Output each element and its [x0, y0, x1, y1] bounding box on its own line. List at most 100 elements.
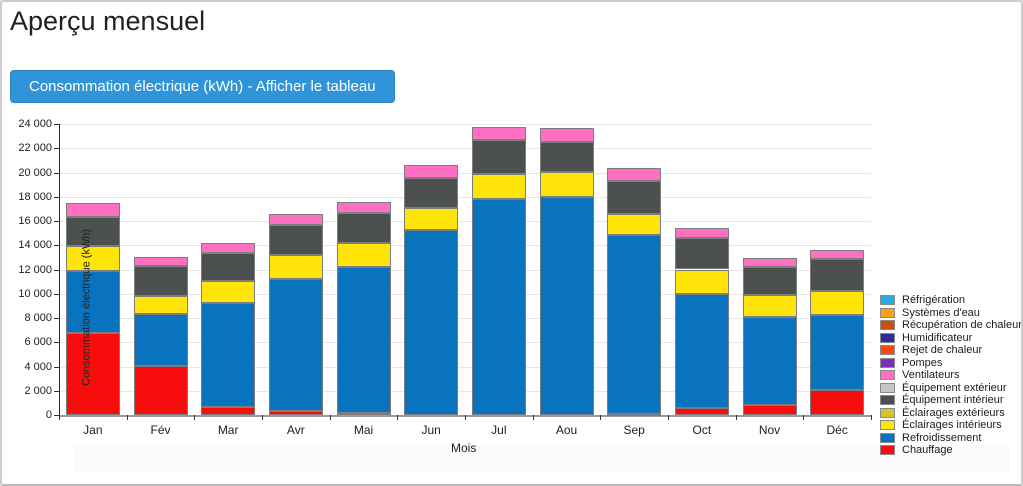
x-axis-month-label: Nov — [758, 423, 781, 437]
x-axis-month-label: Sep — [623, 423, 645, 437]
x-axis-tick — [126, 415, 128, 420]
gridline — [59, 269, 871, 271]
bar-segment--clairages-int-rieurs[interactable] — [742, 295, 797, 318]
bar-segment--quipement-int-rieur[interactable] — [201, 252, 256, 281]
y-axis-tick — [54, 366, 59, 368]
bar-segment--quipement-int-rieur[interactable] — [742, 267, 797, 296]
bar-segment-chauffage[interactable] — [674, 408, 729, 415]
bar-segment-chauffage[interactable] — [607, 413, 662, 416]
bar-segment-refroidissement[interactable] — [201, 303, 256, 407]
legend-label: Équipement extérieur — [902, 381, 1007, 394]
bar-segment-chauffage[interactable] — [336, 412, 391, 415]
bar-segment-chauffage[interactable] — [742, 405, 797, 415]
bar-segment--clairages-int-rieurs[interactable] — [336, 242, 391, 268]
legend-item: Humidificateur — [880, 332, 1020, 345]
bar-segment-refroidissement[interactable] — [607, 234, 662, 414]
y-axis-tick — [54, 221, 59, 222]
bar-segment--clairages-int-rieurs[interactable] — [133, 296, 188, 315]
bar-segment-ventilateurs[interactable] — [471, 126, 526, 141]
y-axis-tick-label: 0 — [45, 409, 52, 421]
gridline — [59, 172, 871, 174]
toggle-table-button[interactable]: Consommation électrique (kWh) - Afficher… — [10, 70, 395, 103]
bar-segment--quipement-int-rieur[interactable] — [607, 180, 662, 214]
x-axis-tick — [600, 415, 602, 420]
y-axis-tick-label: 14 000 — [18, 239, 52, 252]
gridline — [59, 342, 871, 344]
y-axis-tick — [54, 245, 59, 247]
legend-item: Rejet de chaleur — [880, 344, 1020, 357]
legend-swatch-icon — [880, 345, 895, 356]
bar-segment-ventilateurs[interactable] — [810, 250, 865, 260]
x-axis-tick — [803, 415, 805, 420]
x-axis-tick — [329, 415, 331, 420]
legend-label: Rejet de chaleur — [902, 344, 983, 357]
bar-segment--clairages-int-rieurs[interactable] — [471, 174, 526, 199]
bar-segment-ventilateurs[interactable] — [742, 258, 797, 268]
bar-segment-ventilateurs[interactable] — [404, 165, 459, 179]
bar-segment-ventilateurs[interactable] — [133, 257, 188, 266]
bar-segment--quipement-int-rieur[interactable] — [268, 224, 323, 256]
y-axis-tick — [54, 196, 59, 198]
y-axis-tick — [54, 293, 59, 295]
legend-item: Récupération de chaleur — [880, 319, 1022, 332]
bar-segment-ventilateurs[interactable] — [201, 243, 256, 253]
bar-segment-ventilateurs[interactable] — [65, 203, 120, 217]
legend-swatch-icon — [880, 307, 895, 318]
x-axis-tick — [397, 415, 399, 420]
bar-segment-chauffage[interactable] — [268, 411, 323, 415]
bar-segment-chauffage[interactable] — [133, 365, 188, 415]
y-axis-tick-label: 6 000 — [24, 336, 52, 349]
bar-segment--clairages-int-rieurs[interactable] — [539, 171, 594, 197]
bar-segment-refroidissement[interactable] — [674, 293, 729, 409]
x-axis-month-label: Jan — [83, 423, 103, 437]
legend-label: Récupération de chaleur — [902, 319, 1022, 332]
bar-segment--quipement-int-rieur[interactable] — [404, 178, 459, 208]
x-axis-month-label: Oct — [692, 423, 712, 437]
bar-segment--quipement-int-rieur[interactable] — [810, 259, 865, 291]
bar-segment--quipement-int-rieur[interactable] — [674, 238, 729, 270]
bar-segment-chauffage[interactable] — [810, 390, 865, 415]
bar-segment-refroidissement[interactable] — [65, 271, 120, 334]
bar-segment--quipement-int-rieur[interactable] — [133, 265, 188, 297]
bar-segment-chauffage[interactable] — [65, 333, 120, 415]
bar-segment-ventilateurs[interactable] — [539, 128, 594, 142]
bar-segment-refroidissement[interactable] — [810, 315, 865, 391]
bar-segment--clairages-int-rieurs[interactable] — [810, 290, 865, 316]
legend-swatch-icon — [880, 295, 895, 306]
bar-segment-ventilateurs[interactable] — [607, 168, 662, 181]
gridline — [59, 245, 871, 247]
bar-segment--clairages-int-rieurs[interactable] — [201, 281, 256, 304]
legend-swatch-icon — [880, 445, 895, 456]
bar-segment--clairages-int-rieurs[interactable] — [607, 213, 662, 235]
x-axis-tick — [668, 415, 669, 420]
bar-segment-refroidissement[interactable] — [742, 317, 797, 406]
bar-segment-chauffage[interactable] — [201, 406, 256, 415]
bar-segment-refroidissement[interactable] — [471, 198, 526, 415]
legend-swatch-icon — [880, 420, 895, 431]
bar-segment--quipement-int-rieur[interactable] — [336, 212, 391, 243]
bar-segment--quipement-int-rieur[interactable] — [539, 141, 594, 172]
y-axis-tick-label: 16 000 — [18, 215, 52, 227]
gridline — [59, 390, 871, 392]
bar-segment--clairages-int-rieurs[interactable] — [674, 269, 729, 294]
x-axis-month-label: Jul — [491, 423, 507, 437]
bar-segment-ventilateurs[interactable] — [674, 227, 729, 239]
x-axis-month-label: Jun — [421, 423, 441, 437]
legend-swatch-icon — [880, 407, 895, 418]
legend-swatch-icon — [880, 320, 895, 331]
bar-segment-refroidissement[interactable] — [336, 267, 391, 413]
bar-segment-refroidissement[interactable] — [404, 230, 459, 415]
x-axis-tick — [465, 415, 466, 420]
bar-segment-refroidissement[interactable] — [133, 314, 188, 366]
bar-segment--clairages-int-rieurs[interactable] — [404, 207, 459, 231]
bar-segment-ventilateurs[interactable] — [268, 214, 323, 225]
legend-swatch-icon — [880, 395, 895, 406]
bar-segment--clairages-int-rieurs[interactable] — [268, 255, 323, 279]
bar-segment-ventilateurs[interactable] — [336, 201, 391, 213]
bar-segment--clairages-int-rieurs[interactable] — [65, 246, 120, 272]
bar-segment--quipement-int-rieur[interactable] — [65, 216, 120, 247]
bar-segment--quipement-int-rieur[interactable] — [471, 140, 526, 175]
bar-segment-refroidissement[interactable] — [539, 196, 594, 415]
bar-segment-refroidissement[interactable] — [268, 278, 323, 412]
gridline — [59, 366, 871, 368]
